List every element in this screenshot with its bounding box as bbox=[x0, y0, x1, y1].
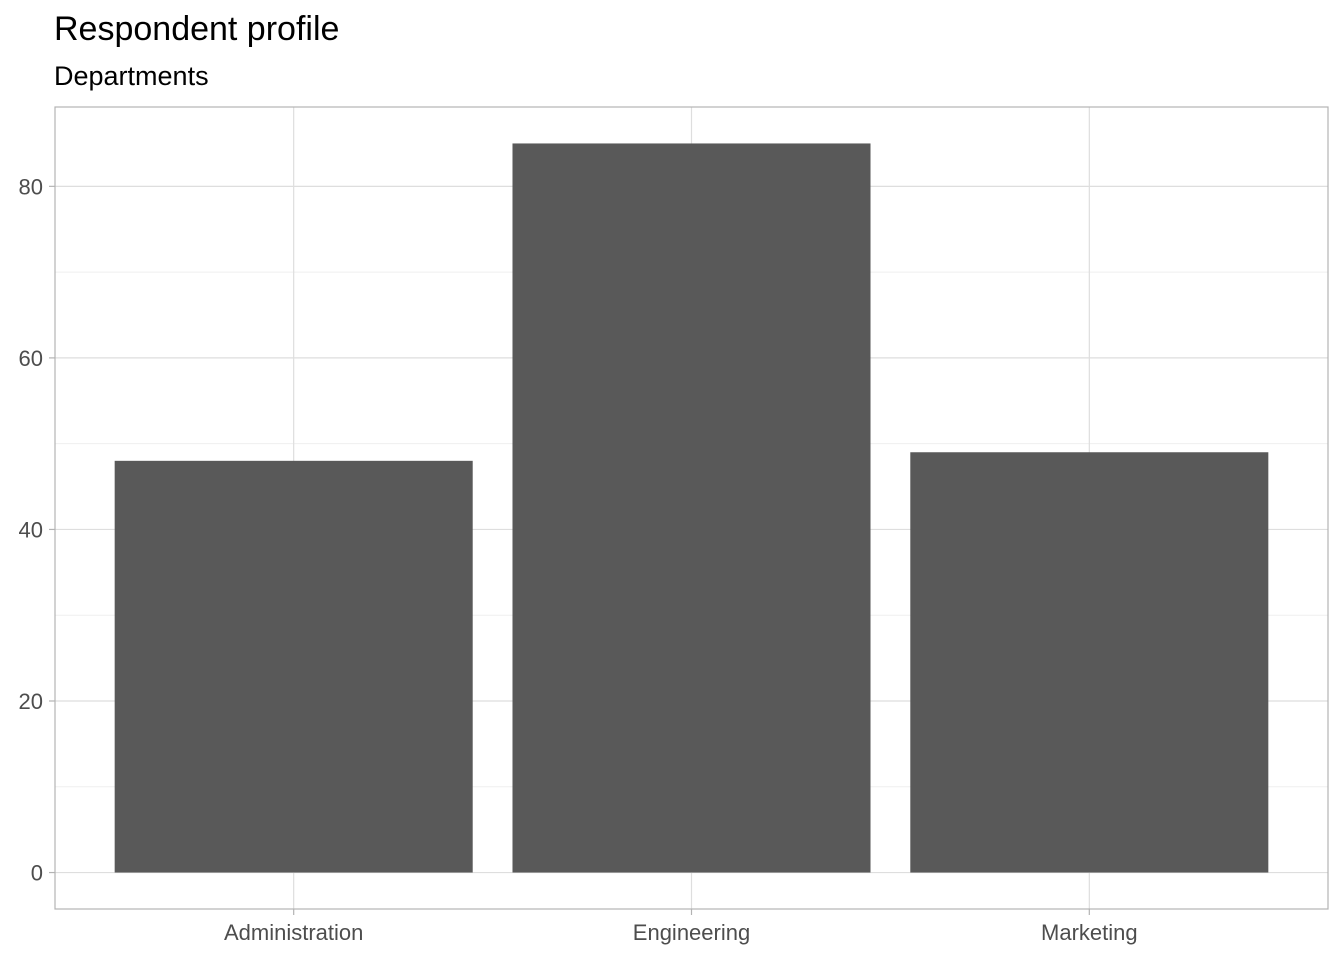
bar-marketing bbox=[910, 452, 1269, 873]
y-tick-label: 80 bbox=[19, 174, 43, 199]
x-tick-label: Marketing bbox=[1041, 920, 1138, 945]
y-tick-label: 60 bbox=[19, 346, 43, 371]
bar-administration bbox=[114, 460, 473, 873]
y-tick-label: 40 bbox=[19, 517, 43, 542]
chart-subtitle: Departments bbox=[54, 61, 209, 91]
chart-title: Respondent profile bbox=[54, 10, 339, 48]
y-tick-label: 20 bbox=[19, 689, 43, 714]
x-tick-label: Engineering bbox=[633, 920, 750, 945]
x-tick-label: Administration bbox=[224, 920, 363, 945]
bar-engineering bbox=[512, 143, 871, 873]
y-tick-label: 0 bbox=[31, 861, 43, 886]
plot-area: 0 20 40 60 80 Administration Engineering Market… bbox=[19, 106, 1329, 945]
